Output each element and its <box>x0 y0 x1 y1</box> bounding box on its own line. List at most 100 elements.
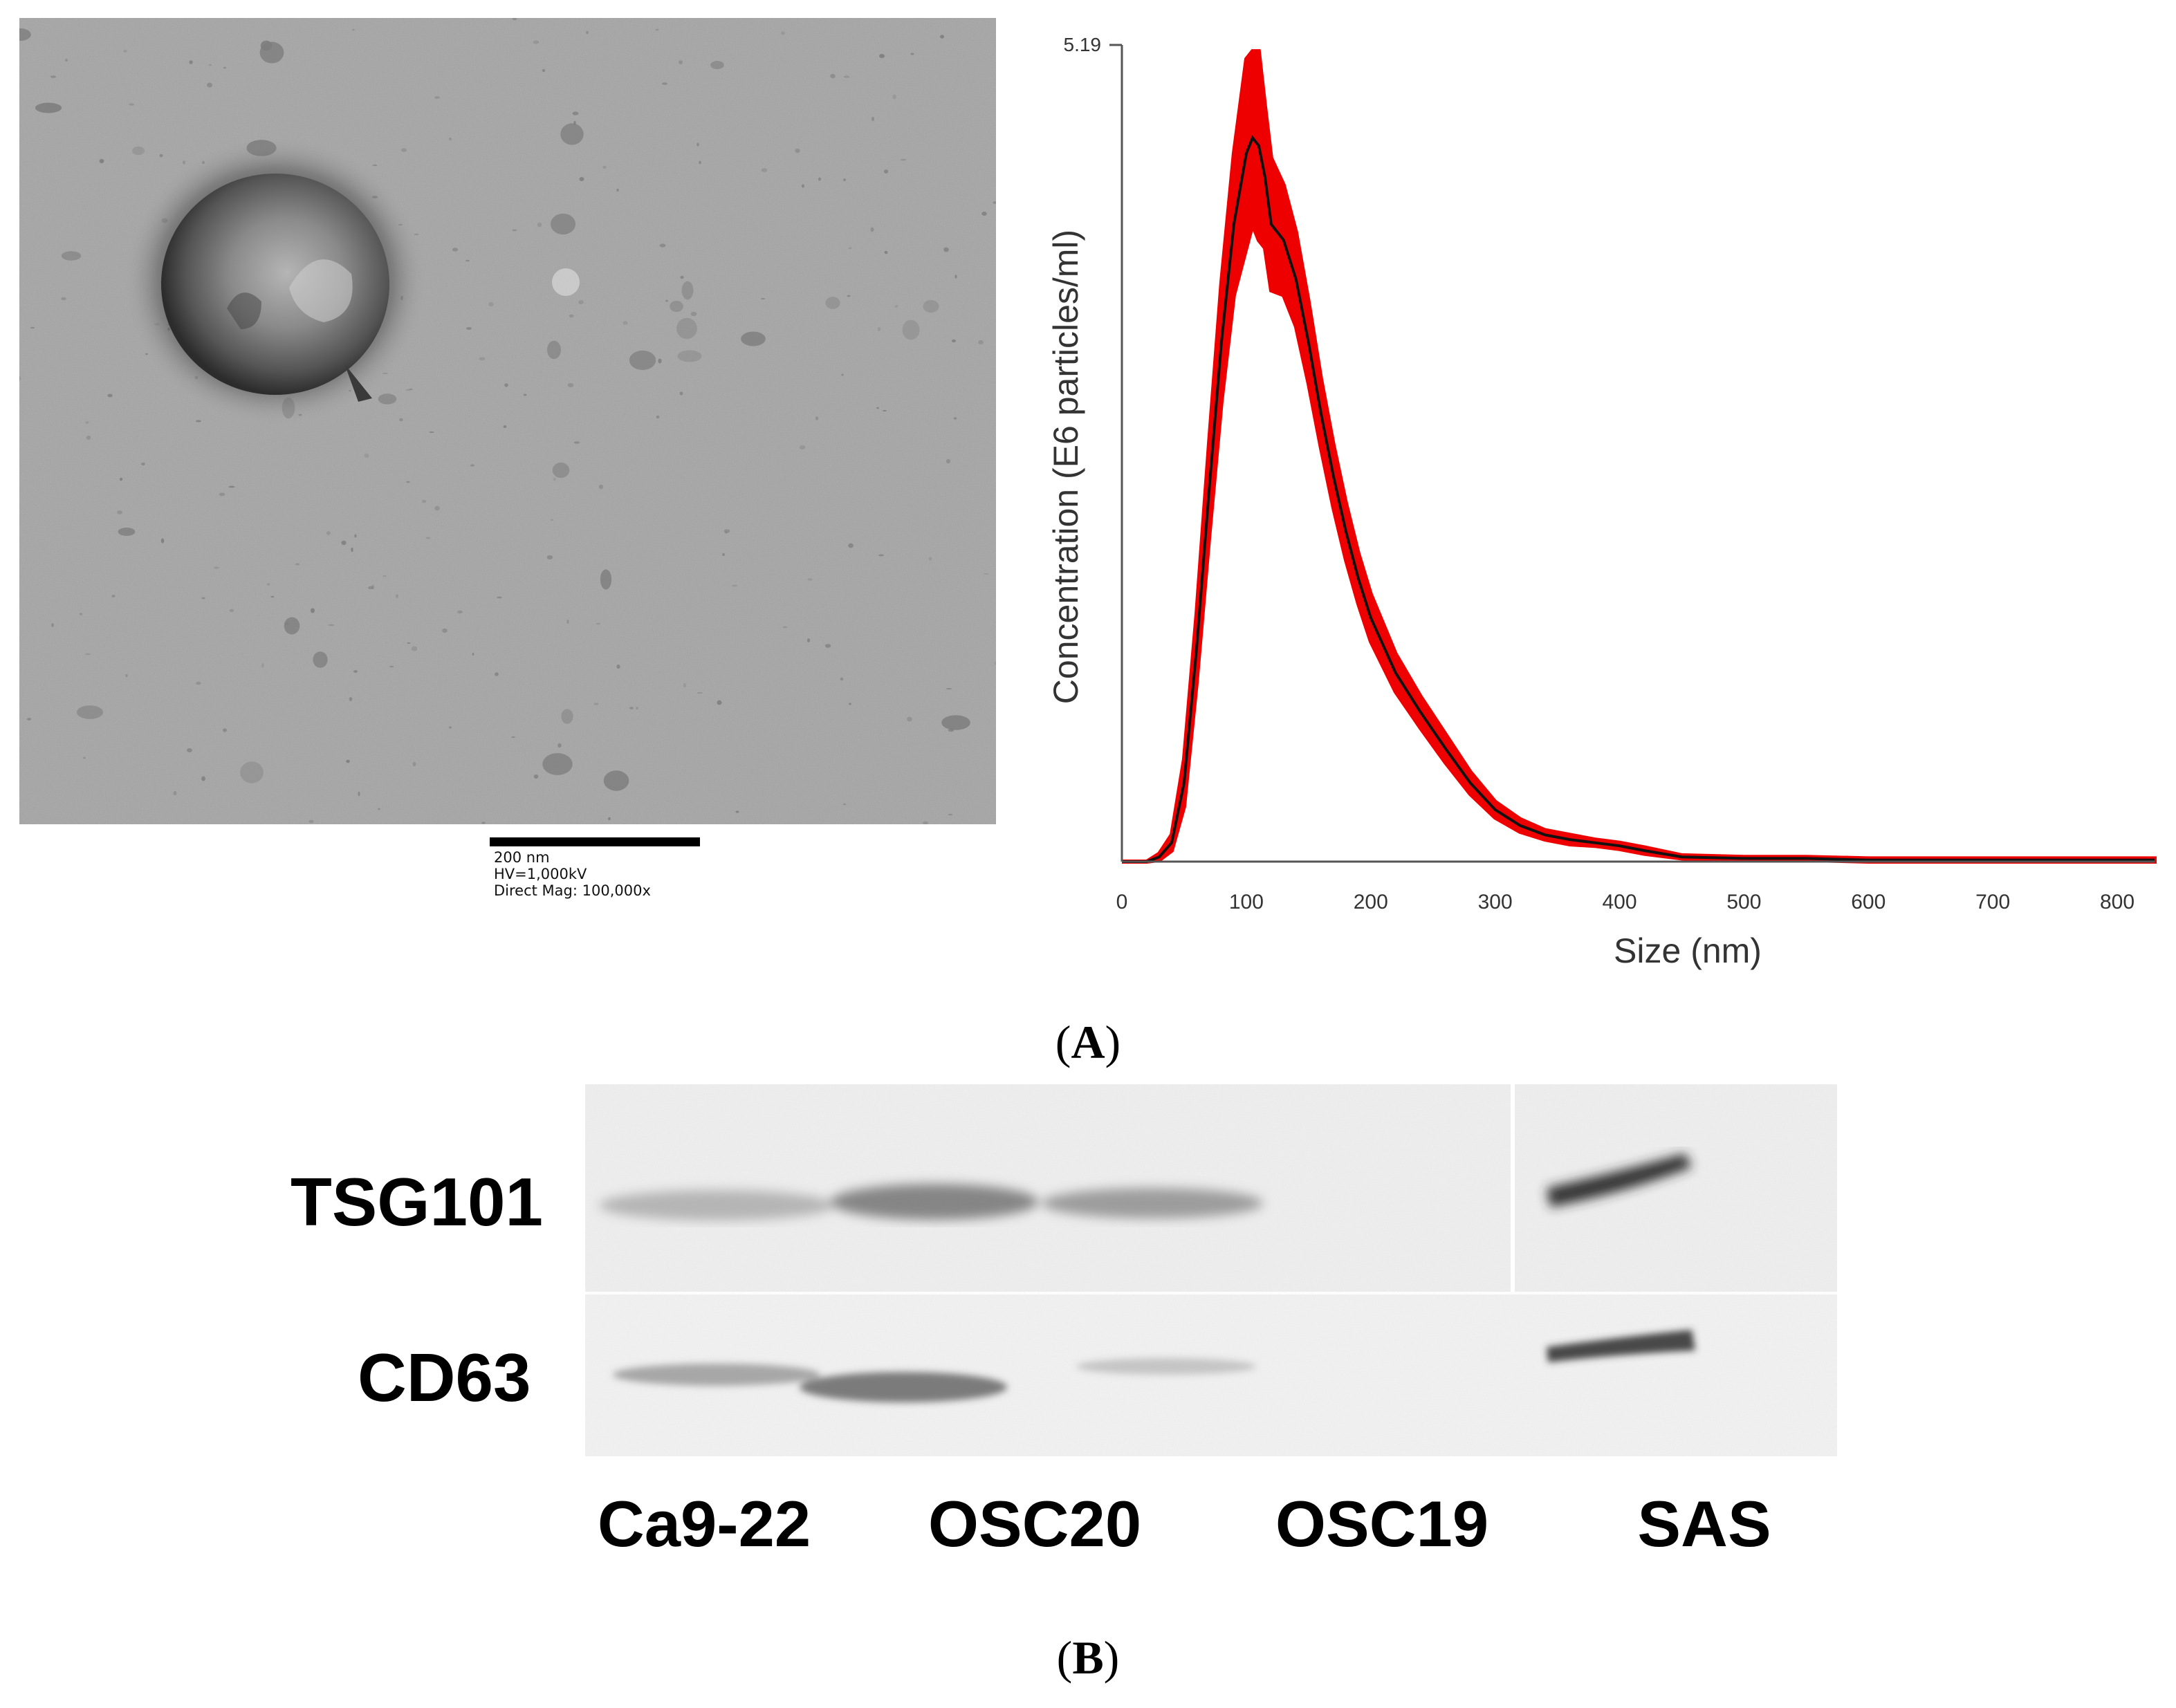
band-cd63-ca9-22 <box>613 1364 820 1386</box>
debris-particle <box>946 458 950 464</box>
debris-particle <box>636 707 638 709</box>
debris-particle <box>842 178 847 181</box>
magnification-label: Direct Mag: 100,000x <box>494 882 651 899</box>
debris-particle <box>425 537 431 539</box>
debris-particle <box>429 431 434 433</box>
debris-particle <box>219 492 225 496</box>
debris-particle <box>573 441 580 444</box>
debris-particle <box>512 229 517 232</box>
row-label-cd63: CD63 <box>358 1339 531 1415</box>
debris-particle <box>82 756 86 759</box>
error-band <box>1122 49 2157 864</box>
debris-particle <box>830 73 836 79</box>
tsg101-bands <box>599 1153 1692 1220</box>
debris-particle <box>79 613 83 615</box>
debris-particle <box>877 327 881 331</box>
x-tick-label: 100 <box>1229 891 1264 913</box>
debris-particle <box>364 453 369 458</box>
debris-particle <box>533 774 539 779</box>
debris-particle <box>658 358 662 364</box>
debris-particle <box>353 670 358 673</box>
x-tick-label: 700 <box>1975 891 2010 913</box>
debris-particle <box>457 610 463 614</box>
debris-particle <box>841 373 844 376</box>
debris-particle <box>295 563 300 566</box>
debris-particle <box>35 102 62 113</box>
debris-particle <box>371 584 375 590</box>
debris-particle <box>871 116 875 122</box>
y-axis-label: Concentration (E6 particles/ml) <box>1046 230 1085 704</box>
debris-particle <box>849 703 851 705</box>
debris-particle <box>452 248 459 252</box>
debris-particle <box>85 421 89 424</box>
debris-particle <box>761 168 768 172</box>
debris-particle <box>818 177 821 181</box>
debris-particle <box>676 317 697 340</box>
debris-particle <box>187 748 192 752</box>
debris-particle <box>411 646 418 651</box>
debris-particle <box>196 420 201 423</box>
debris-particle <box>553 477 556 481</box>
lane-label-osc20: OSC20 <box>928 1487 1142 1560</box>
debris-particle <box>223 66 227 69</box>
debris-particle <box>697 142 699 147</box>
debris-particle <box>76 705 104 719</box>
debris-particle <box>876 407 880 409</box>
debris-particle <box>681 281 694 300</box>
debris-particle <box>546 555 553 559</box>
debris-particle <box>557 743 562 748</box>
debris-particle <box>941 715 970 730</box>
debris-particle <box>173 790 177 796</box>
debris-particle <box>724 531 728 534</box>
band-tsg101-osc20 <box>831 1184 1038 1220</box>
debris-particle <box>119 477 123 481</box>
debris-particle <box>111 595 116 597</box>
debris-particle <box>421 499 427 503</box>
debris-particle <box>629 350 656 371</box>
debris-particle <box>955 275 957 279</box>
x-tick-label: 500 <box>1726 891 1761 913</box>
debris-particle <box>710 61 724 69</box>
debris-particle <box>346 759 350 763</box>
debris-particle <box>159 154 163 158</box>
debris-particle <box>434 505 440 511</box>
debris-particle <box>389 665 394 668</box>
debris-particle <box>229 609 234 613</box>
debris-particle <box>223 728 227 732</box>
debris-particle <box>842 803 847 806</box>
debris-particle <box>883 169 889 174</box>
debris-particle <box>572 111 579 115</box>
debris-particle <box>358 791 360 797</box>
debris-particle <box>341 540 347 546</box>
debris-particle <box>848 543 854 548</box>
debris-particle <box>30 326 35 329</box>
debris-particle <box>824 644 831 648</box>
debris-particle <box>354 534 357 538</box>
debris-particle <box>843 75 850 78</box>
row-label-tsg101: TSG101 <box>291 1164 543 1240</box>
debris-particle <box>656 415 660 419</box>
size-distribution-chart: 0 100 200 300 400 500 600 700 800 5.19 Size (nm)… <box>996 21 2172 1003</box>
x-tick-label: 200 <box>1354 891 1388 913</box>
debris-particle <box>125 674 128 678</box>
band-cd63-sas <box>1547 1330 1695 1362</box>
mean-line <box>1122 135 2155 863</box>
debris-particle <box>311 608 315 613</box>
debris-particle <box>118 528 136 536</box>
x-tick-label: 800 <box>2100 891 2134 913</box>
debris-particle <box>466 327 472 330</box>
debris-particle <box>951 339 957 343</box>
debris-particle <box>679 60 683 64</box>
debris-particle <box>984 573 989 575</box>
debris-particle <box>326 531 331 535</box>
debris-particle <box>405 389 411 391</box>
debris-particle <box>196 681 201 685</box>
debris-particle <box>503 425 507 428</box>
debris-particle <box>228 485 235 488</box>
debris-particle <box>86 436 91 440</box>
debris-particle <box>900 158 907 161</box>
debris-particle <box>892 94 896 100</box>
panel-label-b: (B) <box>1056 1631 1120 1684</box>
debris-particle <box>367 586 374 590</box>
debris-particle <box>542 68 546 73</box>
